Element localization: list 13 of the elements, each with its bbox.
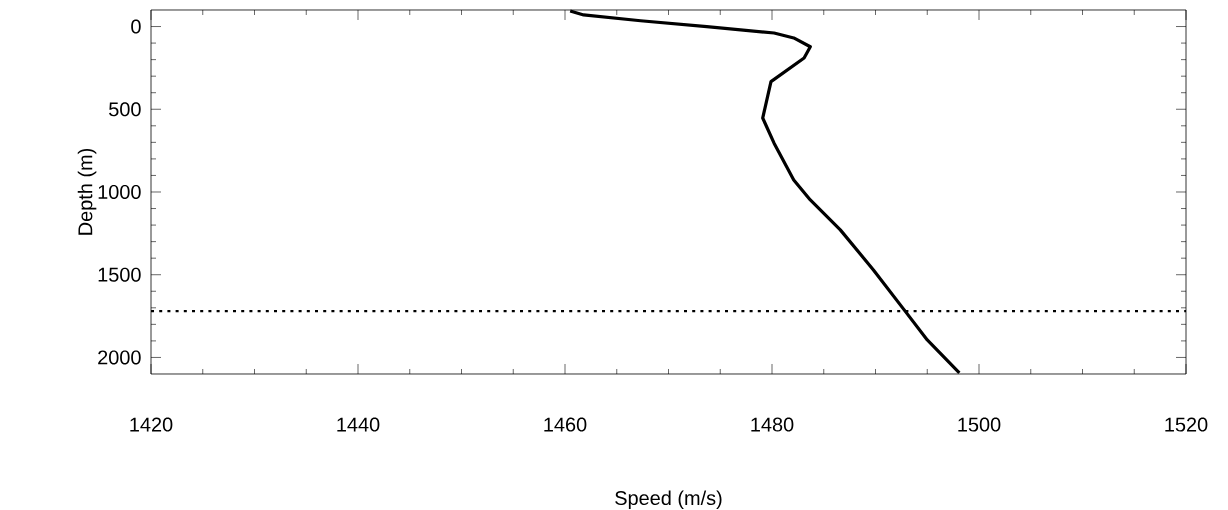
x-tick-label: 1420 xyxy=(130,417,173,432)
x-tick-label: 1440 xyxy=(337,417,380,432)
x-tick-label: 1480 xyxy=(751,417,794,432)
x-tick-label: 1460 xyxy=(544,417,587,432)
y-tick-label: 1500 xyxy=(98,267,141,282)
y-axis-title: Depth (m) xyxy=(77,148,97,235)
x-tick-label: 1500 xyxy=(958,417,1001,432)
x-axis-title: Speed (m/s) xyxy=(615,490,722,510)
y-tick-label: 1000 xyxy=(98,184,141,200)
x-tick-label: 1520 xyxy=(1165,417,1208,432)
y-tick-label: 500 xyxy=(109,102,141,117)
y-tick-label: 2000 xyxy=(98,350,141,365)
y-tick-label: 0 xyxy=(131,19,141,34)
